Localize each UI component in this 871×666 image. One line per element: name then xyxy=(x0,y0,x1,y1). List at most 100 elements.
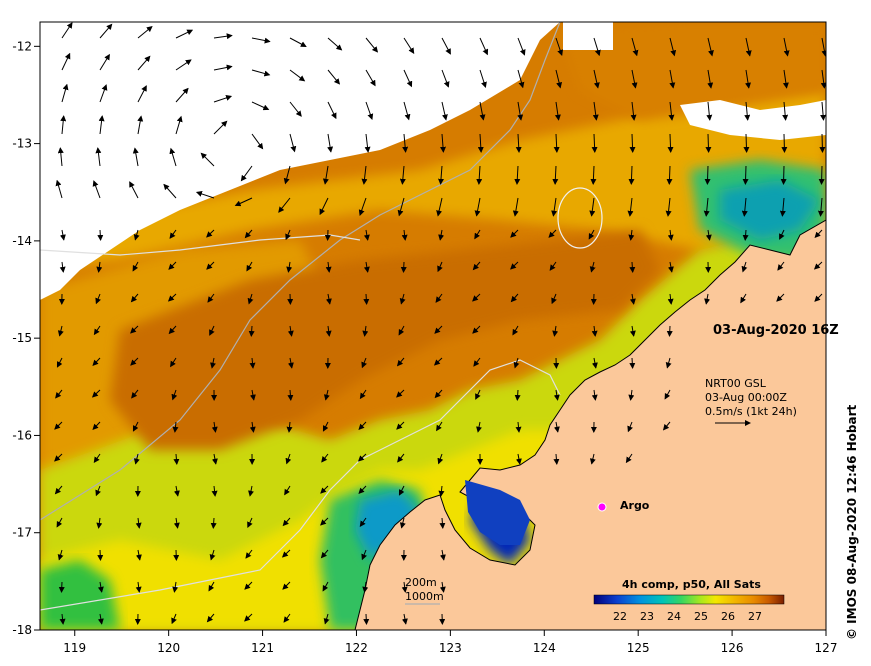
current-arrow xyxy=(474,197,481,217)
current-arrow xyxy=(666,325,673,337)
colorbar-tick-label: 24 xyxy=(667,610,681,623)
y-tick-label: -18 xyxy=(12,623,32,637)
current-arrow xyxy=(472,293,481,302)
current-arrow xyxy=(780,165,787,185)
current-arrow xyxy=(57,549,64,561)
current-arrow xyxy=(438,485,445,497)
current-arrow xyxy=(510,229,519,238)
current-arrow xyxy=(441,69,450,88)
current-arrow xyxy=(173,517,180,529)
current-arrow xyxy=(320,517,329,526)
current-arrow xyxy=(591,325,598,337)
current-arrow xyxy=(363,293,370,305)
current-arrow xyxy=(56,517,63,528)
current-arrow xyxy=(474,229,481,240)
current-arrow xyxy=(512,197,519,217)
current-arrow xyxy=(397,197,405,217)
current-arrow xyxy=(55,179,63,199)
current-arrow xyxy=(631,37,639,57)
current-arrow xyxy=(590,165,597,185)
current-arrow xyxy=(630,101,637,121)
current-arrow xyxy=(510,293,519,303)
current-arrow xyxy=(433,357,443,366)
current-arrow xyxy=(327,69,341,85)
y-tick-label: -13 xyxy=(12,137,32,151)
current-arrow xyxy=(361,165,368,185)
current-arrow xyxy=(403,37,415,54)
current-arrow xyxy=(437,453,444,465)
current-arrow xyxy=(132,261,139,272)
contour-200m xyxy=(40,22,561,521)
current-arrow xyxy=(169,229,177,239)
x-tick-label: 120 xyxy=(157,641,180,655)
current-arrow xyxy=(58,581,65,593)
current-arrow xyxy=(817,197,824,217)
current-arrow xyxy=(211,453,218,465)
current-source-label: NRT00 GSL xyxy=(705,377,767,390)
current-arrow xyxy=(206,613,215,623)
current-arrow xyxy=(517,69,525,89)
current-arrow xyxy=(665,357,672,369)
current-arrow xyxy=(396,357,405,367)
current-arrow xyxy=(282,581,291,590)
sst-hot-north xyxy=(560,22,826,120)
current-arrow xyxy=(213,95,233,103)
current-arrow xyxy=(403,101,411,121)
current-arrow xyxy=(396,421,405,430)
current-arrow xyxy=(818,165,825,185)
current-arrow xyxy=(397,453,405,463)
current-arrow xyxy=(479,37,489,56)
sst-green-sw xyxy=(40,560,120,630)
current-arrow xyxy=(399,293,406,305)
current-arrow xyxy=(439,581,446,593)
colorbar-tick-label: 23 xyxy=(640,610,654,623)
current-arrow xyxy=(320,485,329,494)
current-arrow xyxy=(163,183,177,199)
current-arrow xyxy=(234,197,253,207)
current-arrow xyxy=(54,421,63,430)
current-arrow xyxy=(289,101,302,117)
current-arrow xyxy=(703,197,710,217)
current-arrow xyxy=(553,453,560,465)
current-arrow xyxy=(209,549,216,561)
current-arrow xyxy=(285,453,292,465)
current-arrow xyxy=(362,325,369,337)
current-arrow xyxy=(59,613,66,625)
current-arrow xyxy=(322,421,329,432)
sst-cool-coast xyxy=(355,490,420,560)
current-arrow xyxy=(93,453,101,464)
current-arrow xyxy=(251,101,270,111)
current-arrow xyxy=(289,37,307,47)
current-arrow xyxy=(473,357,481,367)
current-arrow xyxy=(667,133,674,153)
current-arrow xyxy=(631,69,638,89)
current-arrow xyxy=(244,613,253,622)
current-arrow xyxy=(669,69,676,89)
current-arrow xyxy=(357,453,367,462)
colorbar-tick-label: 26 xyxy=(721,610,735,623)
current-arrow xyxy=(278,197,291,213)
current-arrow xyxy=(286,261,293,273)
current-arrow xyxy=(132,147,139,167)
current-arrow xyxy=(510,261,519,270)
current-arrow xyxy=(285,229,291,241)
current-arrow xyxy=(240,165,253,182)
current-arrow xyxy=(327,101,337,120)
current-arrow xyxy=(741,261,748,273)
x-tick-label: 119 xyxy=(63,641,86,655)
current-arrow xyxy=(284,485,291,496)
current-arrow xyxy=(95,293,101,305)
current-arrow xyxy=(61,22,73,39)
current-arrow xyxy=(325,261,332,273)
current-arrow xyxy=(54,453,63,462)
current-arrow xyxy=(213,64,233,71)
colorbar-tick-label: 27 xyxy=(748,610,762,623)
current-arrow xyxy=(436,421,443,432)
current-arrow xyxy=(322,165,329,185)
current-arrow xyxy=(549,261,557,271)
current-arrow xyxy=(629,261,636,273)
current-arrow xyxy=(441,37,451,55)
current-arrow xyxy=(588,229,595,240)
current-arrow xyxy=(97,613,104,625)
cloud-mask-northeast xyxy=(680,100,826,140)
